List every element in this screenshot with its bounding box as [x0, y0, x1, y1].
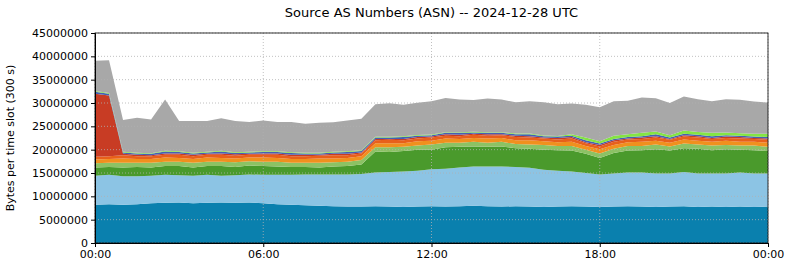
tick-mark: [91, 103, 95, 104]
grid-line: [263, 33, 264, 243]
tick-label: 15000000: [32, 167, 88, 180]
tick: 35000000: [32, 74, 95, 87]
tick-mark: [91, 196, 95, 197]
tick: 06:00: [248, 243, 280, 261]
tick-label: 35000000: [32, 74, 88, 87]
tick: 20000000: [32, 144, 95, 157]
tick-mark: [95, 243, 96, 247]
tick-mark: [600, 243, 601, 247]
tick: 10000000: [32, 190, 95, 203]
tick-label: 06:00: [248, 248, 280, 261]
axis-line: [91, 34, 96, 244]
axis-line: [96, 244, 769, 248]
tick-label: 40000000: [32, 50, 88, 63]
tick-mark: [263, 243, 264, 247]
tick-label: 20000000: [32, 144, 88, 157]
tick-mark: [91, 33, 95, 34]
tick-label: 30000000: [32, 97, 88, 110]
chart: 0500000010000000150000002000000025000000…: [0, 0, 790, 267]
tick-mark: [768, 243, 769, 247]
grid-line: [599, 33, 600, 243]
tick: 00:00: [753, 243, 785, 261]
x-axis: 00:00 06:00 12:00 18:00 00:00: [80, 243, 785, 261]
tick-label: 00:00: [753, 248, 785, 261]
series-area: [95, 60, 768, 153]
tick-label: 45000000: [32, 27, 88, 40]
tick-mark: [91, 173, 95, 174]
title: Source AS Numbers (ASN) -- 2024-12-28 UT…: [285, 5, 578, 20]
tick: 45000000: [32, 27, 95, 40]
tick: 25000000: [32, 120, 95, 133]
tick-mark: [91, 150, 95, 151]
tick-mark: [91, 56, 95, 57]
y-axis: 0500000010000000150000002000000025000000…: [32, 27, 96, 250]
tick-label: 18:00: [584, 248, 616, 261]
grid-line: [95, 56, 768, 57]
tick: 00:00: [80, 243, 112, 261]
tick-label: 12:00: [416, 248, 448, 261]
grid: [95, 33, 768, 243]
grid-line: [431, 33, 432, 243]
tick-mark: [91, 220, 95, 221]
tick: 40000000: [32, 50, 95, 63]
tick: 12:00: [416, 243, 448, 261]
tick-label: 10000000: [32, 190, 88, 203]
tick-mark: [91, 243, 95, 244]
tick-label: 25000000: [32, 120, 88, 133]
tick: 5000000: [39, 214, 95, 227]
tick-mark: [91, 126, 95, 127]
tick-label: 5000000: [39, 214, 88, 227]
tick: 15000000: [32, 167, 95, 180]
plot-frame: [95, 33, 768, 243]
tick-mark: [432, 243, 433, 247]
tick-label: 00:00: [80, 248, 112, 261]
tick-mark: [91, 80, 95, 81]
tick: 18:00: [584, 243, 616, 261]
y-axis-title: Bytes per time slot (300 s): [4, 65, 17, 212]
tick: 30000000: [32, 97, 95, 110]
grid-line: [95, 173, 768, 174]
grid-line: [95, 79, 768, 80]
